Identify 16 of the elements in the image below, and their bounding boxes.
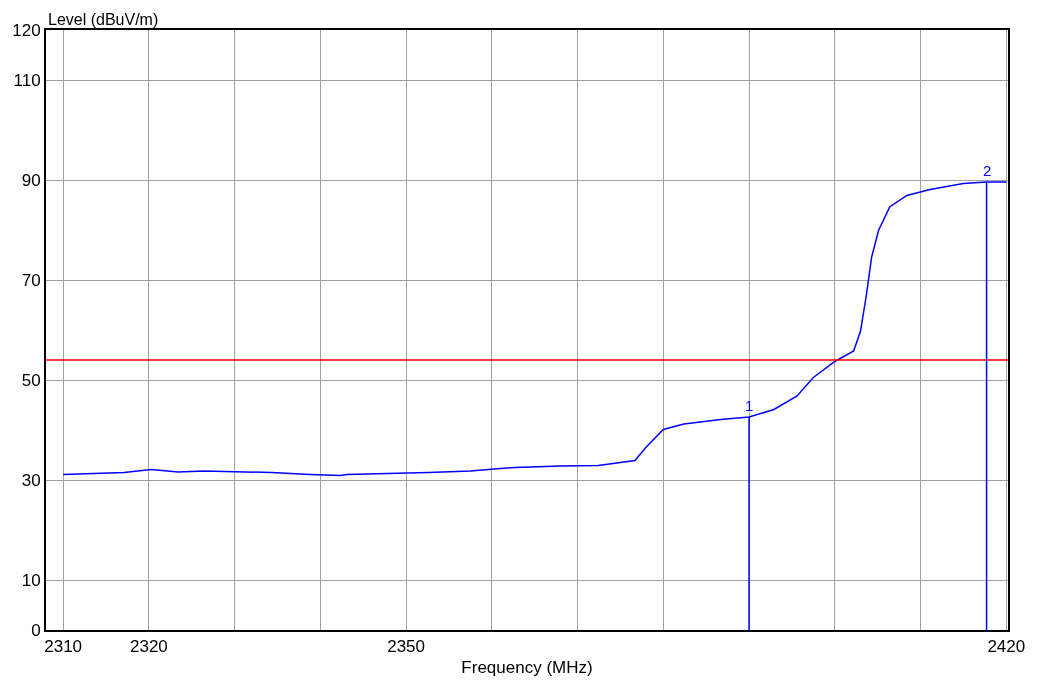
x-tick-label: 2350 [387, 637, 426, 657]
x-axis-title: Frequency (MHz) [461, 658, 593, 678]
annotation: 2 [983, 162, 992, 179]
y-tick-label: 70 [21, 270, 41, 290]
y-axis-title: Level (dBuV/m) [48, 11, 159, 28]
x-tick-label: 2420 [987, 637, 1026, 657]
y-tick-label: 120 [12, 20, 41, 40]
x-tick-label: 2320 [129, 637, 168, 657]
y-tick-label: 30 [21, 470, 41, 490]
y-tick-label: 10 [21, 570, 41, 590]
y-tick-label: 110 [13, 70, 41, 90]
y-tick-label: 90 [21, 170, 41, 190]
x-tick-label: 2310 [44, 637, 83, 657]
y-tick-label: 0 [31, 620, 41, 640]
annotation: 1 [745, 397, 754, 414]
y-tick-label: 50 [21, 370, 41, 390]
